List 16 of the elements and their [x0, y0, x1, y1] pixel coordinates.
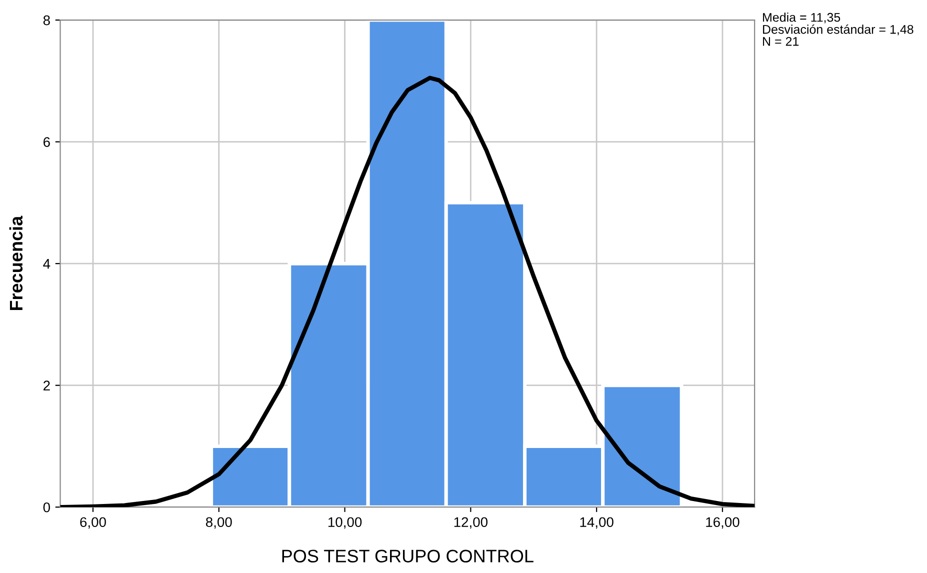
x-tick-label: 8,00 [206, 517, 232, 529]
x-tick-label: 6,00 [80, 517, 106, 529]
y-tick-label: 2 [44, 380, 50, 390]
y-tick-label: 0 [43, 502, 50, 512]
text: Desviación estándar = 1,48 [763, 24, 914, 36]
y-axis-title: Frecuencia [9, 216, 23, 310]
y-tick-label: 6 [44, 137, 50, 147]
x-tick-label: 12,00 [454, 517, 488, 529]
x-tick-label: 10,00 [328, 517, 362, 529]
text: Media = 11,35 [763, 12, 840, 24]
x-tick-label: 14,00 [580, 517, 614, 529]
x-axis-title: POS TEST GRUPO CONTROL [282, 550, 534, 562]
y-tick-label: 8 [43, 15, 50, 26]
x-tick-label: 16,00 [706, 517, 740, 529]
text: N = 21 [763, 37, 799, 46]
y-tick-label: 4 [43, 259, 50, 269]
